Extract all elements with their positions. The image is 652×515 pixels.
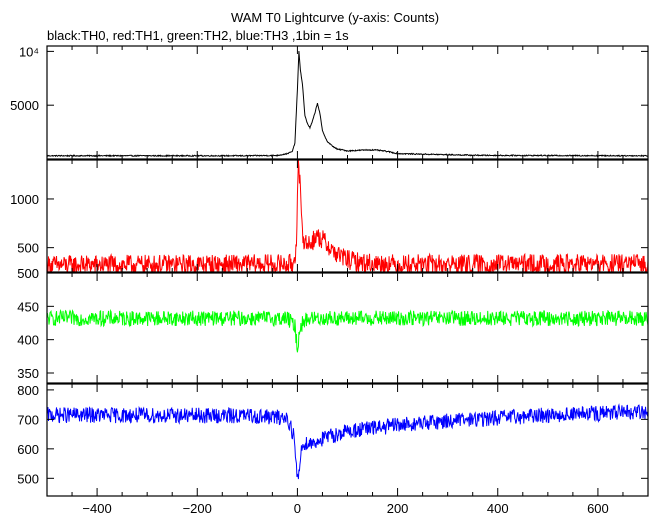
y-tick-label: 400 — [17, 333, 39, 348]
y-tick-label: 1000 — [10, 192, 39, 207]
series-line-th0 — [46, 50, 649, 158]
x-tick-label: −200 — [183, 501, 212, 515]
y-tick-label: 500 — [17, 241, 39, 256]
panel-frame — [46, 272, 649, 384]
chart-title: WAM T0 Lightcurve (y-axis: Counts) — [231, 10, 439, 25]
panel-frame — [46, 45, 649, 160]
x-tick-label: −400 — [82, 501, 111, 515]
y-tick-label: 700 — [17, 412, 39, 427]
chart-subtitle: black:TH0, red:TH1, green:TH2, blue:TH3 … — [47, 28, 349, 43]
x-tick-label: 0 — [294, 501, 301, 515]
series-line-th3 — [46, 403, 649, 480]
x-tick-label: 200 — [387, 501, 409, 515]
y-tick-label: 450 — [17, 299, 39, 314]
y-tick-label: 350 — [17, 366, 39, 381]
y-tick-label: 500 — [17, 471, 39, 486]
panel-th1: 500 1000 — [10, 159, 649, 274]
y-tick-label: 5000 — [10, 98, 39, 113]
series-line-th1 — [46, 159, 649, 274]
y-tick-label: 500 — [17, 266, 39, 281]
x-tick-label: 400 — [487, 501, 509, 515]
y-tick-label: 10⁴ — [19, 44, 39, 59]
x-tick-label: 600 — [587, 501, 609, 515]
y-tick-label: 600 — [17, 442, 39, 457]
series-line-th2 — [46, 308, 649, 353]
panel-frame — [46, 383, 649, 497]
y-tick-label: 800 — [17, 383, 39, 398]
panel-th3: 500 600 700 800 — [17, 383, 649, 497]
panel-th0: 5000 10⁴ — [10, 44, 649, 160]
panel-th2: 350 400 450 500 — [17, 266, 649, 384]
panels-group: 5000 10⁴ 500 1000 350 400 450 500 500 600 700 800 −4… — [10, 44, 649, 515]
